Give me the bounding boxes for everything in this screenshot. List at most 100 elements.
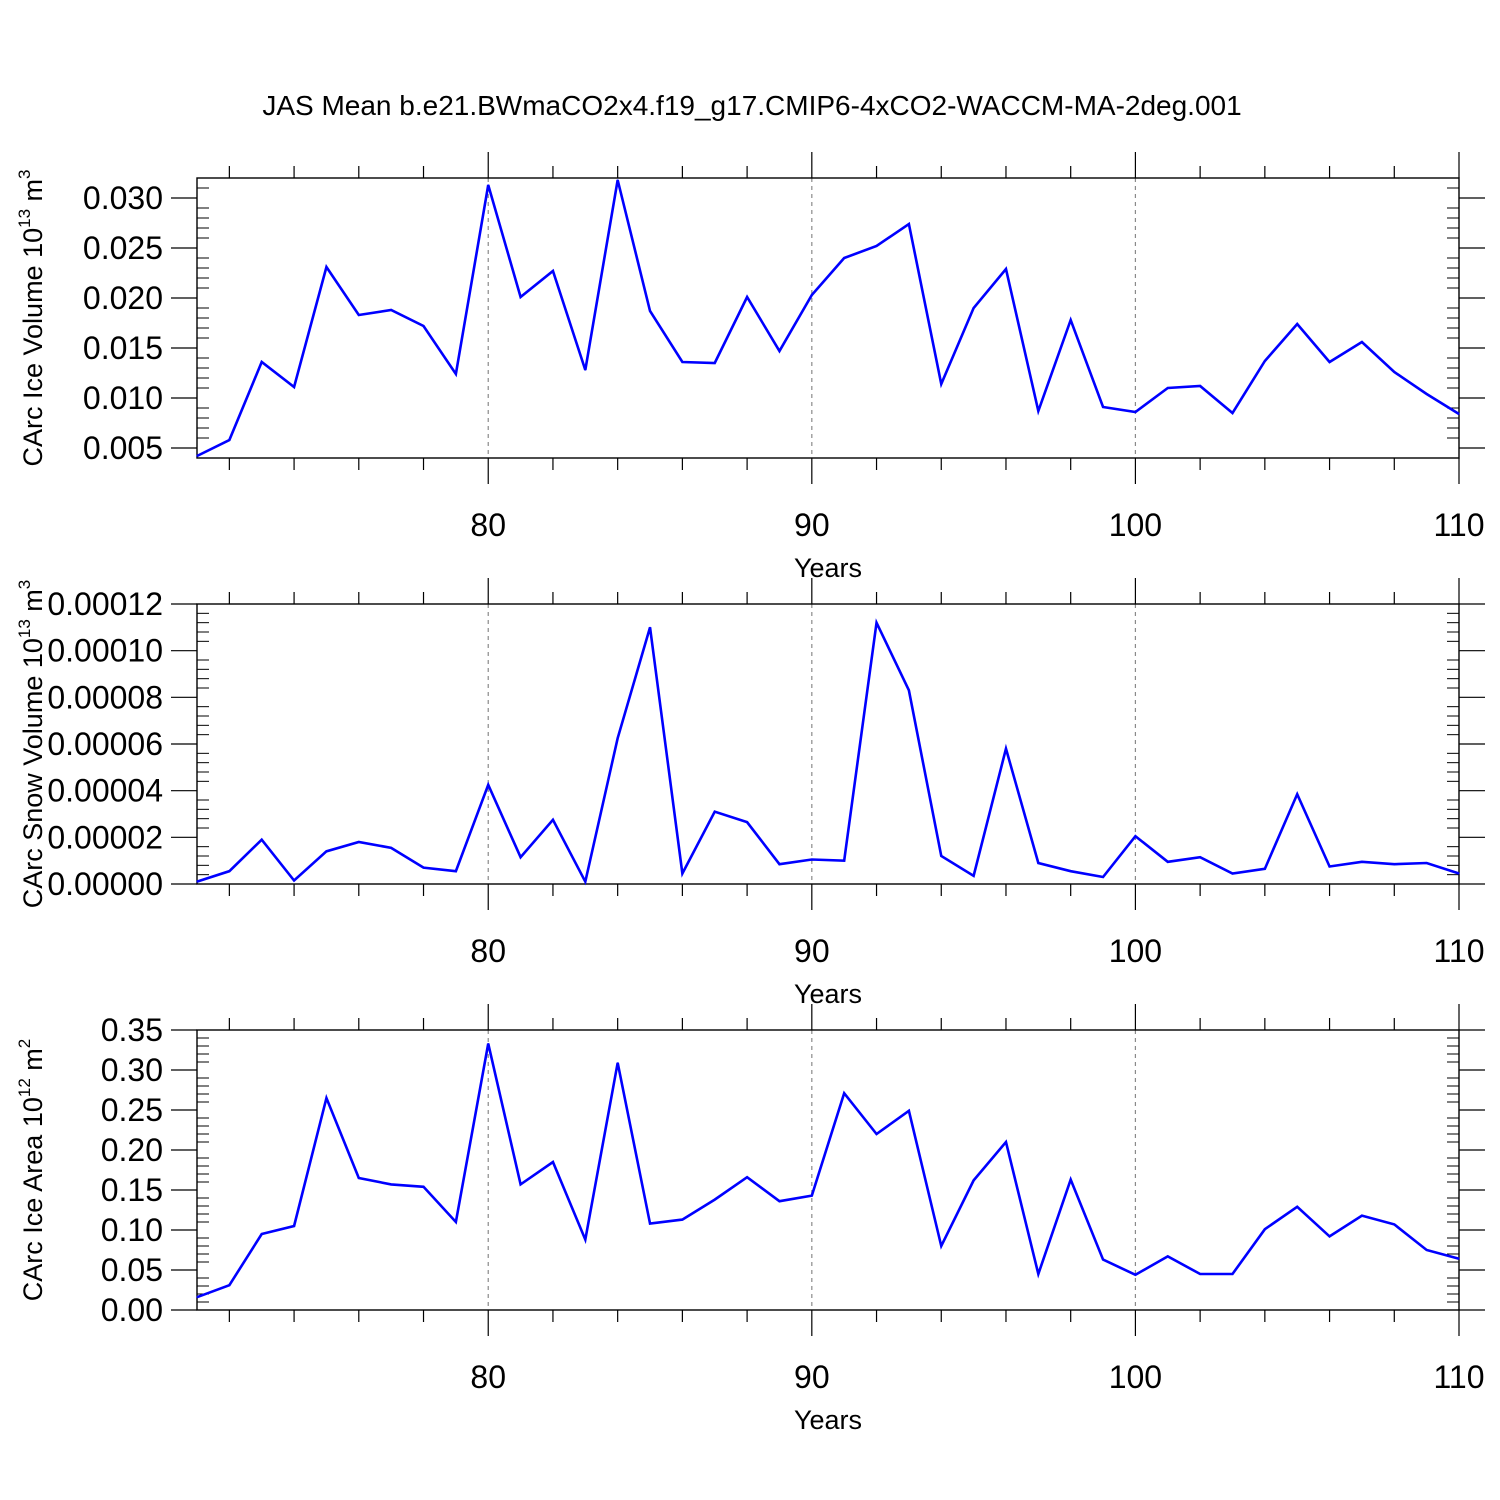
figure-title: JAS Mean b.e21.BWmaCO2x4.f19_g17.CMIP6-4… [262, 90, 1241, 121]
data-point [1199, 1273, 1201, 1275]
data-point [552, 1161, 554, 1163]
data-point [196, 1296, 198, 1298]
data-point [1426, 1249, 1428, 1251]
data-point [1005, 1141, 1007, 1143]
data-point [1167, 387, 1169, 389]
y-tick-label: 0.00000 [47, 866, 163, 902]
data-point [778, 1200, 781, 1202]
data-point [1102, 406, 1104, 408]
data-point [1102, 1259, 1104, 1261]
data-point [196, 881, 198, 883]
series-line [196, 1043, 1460, 1299]
data-point [714, 362, 716, 364]
x-tick-label: 100 [1109, 933, 1162, 969]
data-point [1393, 1223, 1395, 1225]
data-point [358, 1177, 360, 1179]
data-point [1458, 1258, 1460, 1260]
data-point [1393, 371, 1395, 373]
data-point [584, 1239, 586, 1241]
y-tick-label: 0.10 [101, 1212, 163, 1248]
y-tick-label: 0.010 [83, 380, 163, 416]
y-tick-label: 0.30 [101, 1052, 163, 1088]
y-tick-label: 0.00 [101, 1292, 163, 1328]
data-point [1231, 412, 1234, 414]
plot-frame [196, 1029, 1460, 1311]
data-point [811, 858, 813, 861]
data-point [1070, 319, 1072, 321]
data-point [584, 369, 586, 371]
x-axis-title: Years [794, 553, 862, 583]
y-axis-title: CArc Snow Volume 1013 m3 [15, 580, 48, 909]
y-tick-label: 0.25 [101, 1092, 163, 1128]
data-point [1296, 323, 1298, 325]
data-point [617, 179, 619, 181]
x-axis-title: Years [794, 1405, 862, 1435]
data-point [649, 310, 651, 312]
data-point [293, 879, 295, 882]
x-tick-label: 100 [1109, 507, 1162, 543]
data-point [681, 1219, 683, 1221]
data-point [552, 819, 554, 821]
data-point [487, 1043, 489, 1045]
data-point [1102, 876, 1104, 878]
data-point [1296, 1206, 1298, 1208]
data-point [973, 307, 975, 309]
y-tick-label: 0.15 [101, 1172, 163, 1208]
y-tick-label: 0.00006 [47, 726, 163, 762]
x-tick-label: 80 [470, 507, 506, 543]
data-point [811, 294, 813, 296]
x-tick-label: 100 [1109, 1359, 1162, 1395]
data-point [390, 1183, 392, 1185]
data-point [908, 689, 910, 691]
data-point [228, 1284, 230, 1286]
data-point [1037, 1273, 1039, 1275]
data-point [617, 1062, 619, 1064]
data-point [940, 1245, 942, 1247]
data-point [390, 847, 392, 849]
plot-frame [196, 603, 1460, 885]
data-point [1037, 410, 1039, 412]
data-point [714, 811, 716, 813]
data-point [293, 386, 295, 388]
y-tick-label: 0.00008 [47, 679, 163, 715]
data-point [487, 784, 489, 786]
data-point [1070, 1179, 1072, 1181]
data-point [422, 867, 425, 869]
y-tick-label: 0.35 [101, 1012, 163, 1048]
data-point [908, 1110, 910, 1112]
x-axis-title: Years [794, 979, 862, 1009]
y-tick-label: 0.020 [83, 280, 163, 316]
y-tick-label: 0.00004 [47, 773, 163, 809]
data-point [228, 439, 230, 441]
data-point [1005, 268, 1007, 270]
data-point [875, 622, 878, 624]
y-tick-label: 0.030 [83, 180, 163, 216]
data-point [875, 245, 878, 247]
panel-2: 0.00000 0.00002 0.00004 0.00006 0.00008 0.000… [15, 578, 1485, 1009]
x-tick-label: 110 [1433, 1359, 1484, 1395]
y-tick-label: 0.05 [101, 1252, 163, 1288]
data-point [455, 870, 457, 872]
data-point [519, 296, 522, 298]
data-point [649, 626, 651, 628]
y-tick-label: 0.00012 [47, 586, 163, 622]
y-tick-label: 0.20 [101, 1132, 163, 1168]
y-axis-title: CArc Ice Area 1012 m2 [15, 1039, 48, 1302]
x-tick-label: 80 [470, 1359, 506, 1395]
data-point [1264, 1228, 1266, 1230]
data-point [811, 1195, 813, 1197]
data-point [519, 856, 522, 858]
data-point [228, 870, 230, 872]
y-tick-label: 0.015 [83, 330, 163, 366]
data-point [1070, 870, 1072, 872]
data-point [325, 266, 328, 268]
data-point [293, 1225, 295, 1227]
data-point [487, 184, 489, 186]
y-tick-label: 0.025 [83, 230, 163, 266]
data-point [552, 270, 554, 272]
data-point [1328, 1235, 1331, 1237]
x-tick-label: 90 [794, 933, 830, 969]
x-tick-label: 90 [794, 507, 830, 543]
data-point [843, 257, 845, 259]
